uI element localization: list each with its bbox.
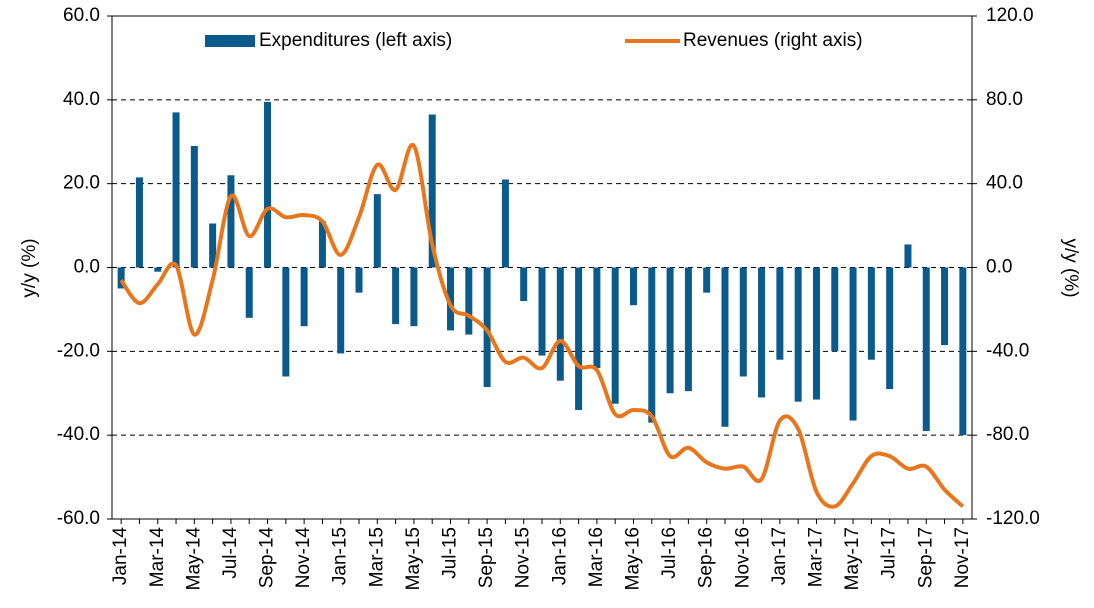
- x-tick-label: Jan-16: [549, 527, 570, 585]
- x-tick-label: Nov-14: [293, 527, 314, 589]
- x-tick-label: Sep-17: [915, 527, 936, 588]
- y-tick-label: -40.0: [57, 424, 100, 445]
- y2-axis-label: y/y (%): [1060, 238, 1081, 297]
- x-tick-label: Jul-15: [440, 527, 461, 579]
- bar: [703, 267, 711, 293]
- bar: [849, 267, 857, 421]
- y2-tick-label: -40.0: [986, 340, 1029, 361]
- x-tick-label: Nov-15: [513, 527, 534, 588]
- bar: [739, 267, 747, 377]
- bar: [245, 267, 253, 318]
- bar: [629, 267, 637, 306]
- x-tick-label: Sep-14: [257, 527, 278, 589]
- bar: [428, 114, 436, 268]
- bar: [593, 267, 601, 369]
- y2-tick-label: -120.0: [986, 508, 1040, 529]
- bar: [447, 267, 455, 331]
- bar: [300, 267, 308, 327]
- bar: [867, 267, 875, 360]
- x-tick-label: Jul-14: [220, 527, 241, 579]
- x-tick-label: Sep-16: [696, 527, 717, 588]
- legend-swatch: [205, 35, 255, 47]
- bar: [483, 267, 491, 387]
- x-tick-label: Jul-17: [879, 527, 900, 579]
- bar: [373, 194, 381, 268]
- bar: [721, 267, 729, 427]
- x-tick-label: Mar-14: [147, 527, 168, 588]
- x-tick-label: May-17: [842, 527, 863, 590]
- bar: [227, 175, 235, 268]
- bar: [318, 221, 326, 268]
- bar: [941, 267, 949, 346]
- bar: [556, 267, 564, 381]
- y2-tick-label: 120.0: [986, 5, 1034, 26]
- bar: [684, 267, 692, 392]
- bar: [648, 267, 656, 423]
- bar: [392, 267, 400, 325]
- bar: [355, 267, 363, 293]
- x-tick-label: Jan-14: [110, 527, 131, 586]
- bar: [886, 267, 894, 390]
- y-tick-label: 20.0: [63, 173, 100, 194]
- bar: [758, 267, 766, 398]
- line: [119, 142, 965, 509]
- bar: [922, 267, 930, 431]
- bar: [410, 267, 418, 327]
- x-tick-label: Nov-16: [732, 527, 753, 588]
- x-tick-label: May-16: [623, 527, 644, 590]
- bar: [209, 223, 217, 268]
- legend-label: Revenues (right axis): [683, 30, 863, 51]
- x-tick-label: Mar-15: [366, 527, 387, 587]
- y-tick-label: 0.0: [74, 257, 100, 278]
- bar: [190, 145, 198, 268]
- y2-tick-label: 0.0: [986, 257, 1012, 278]
- x-tick-label: Jan-17: [769, 527, 790, 585]
- bar: [611, 267, 619, 404]
- y-tick-label: -20.0: [57, 340, 100, 361]
- bar: [575, 267, 583, 411]
- y-tick-label: 40.0: [63, 89, 100, 110]
- y-tick-label: 60.0: [63, 5, 100, 26]
- bar: [135, 177, 143, 268]
- x-tick-label: Mar-17: [805, 527, 826, 587]
- bar: [501, 179, 509, 268]
- y2-tick-label: 80.0: [986, 89, 1023, 110]
- x-tick-label: Nov-17: [952, 527, 973, 588]
- x-tick-label: Jul-16: [659, 527, 680, 579]
- bar: [465, 267, 473, 335]
- x-tick-label: Sep-15: [476, 527, 497, 588]
- bar: [959, 267, 967, 436]
- x-tick-label: Jan-15: [330, 527, 351, 585]
- bar: [337, 267, 345, 354]
- x-tick-label: Mar-16: [586, 527, 607, 587]
- y2-tick-label: -80.0: [986, 424, 1029, 445]
- bar: [154, 267, 162, 272]
- x-tick-label: May-15: [403, 527, 424, 590]
- y2-tick-label: 40.0: [986, 173, 1023, 194]
- bar: [538, 267, 546, 356]
- legend-label: Expenditures (left axis): [259, 30, 452, 51]
- y-axis-label: y/y (%): [19, 238, 40, 297]
- bar: [794, 267, 802, 402]
- bar: [264, 101, 272, 268]
- bar: [776, 267, 784, 360]
- bar: [172, 112, 180, 268]
- bar: [117, 267, 125, 289]
- bar: [831, 267, 839, 352]
- bar: [666, 267, 674, 394]
- y-tick-label: -60.0: [57, 508, 100, 529]
- bar: [812, 267, 820, 400]
- x-tick-label: May-14: [183, 527, 204, 591]
- bar: [282, 267, 290, 377]
- bar: [520, 267, 528, 302]
- bar: [904, 244, 912, 268]
